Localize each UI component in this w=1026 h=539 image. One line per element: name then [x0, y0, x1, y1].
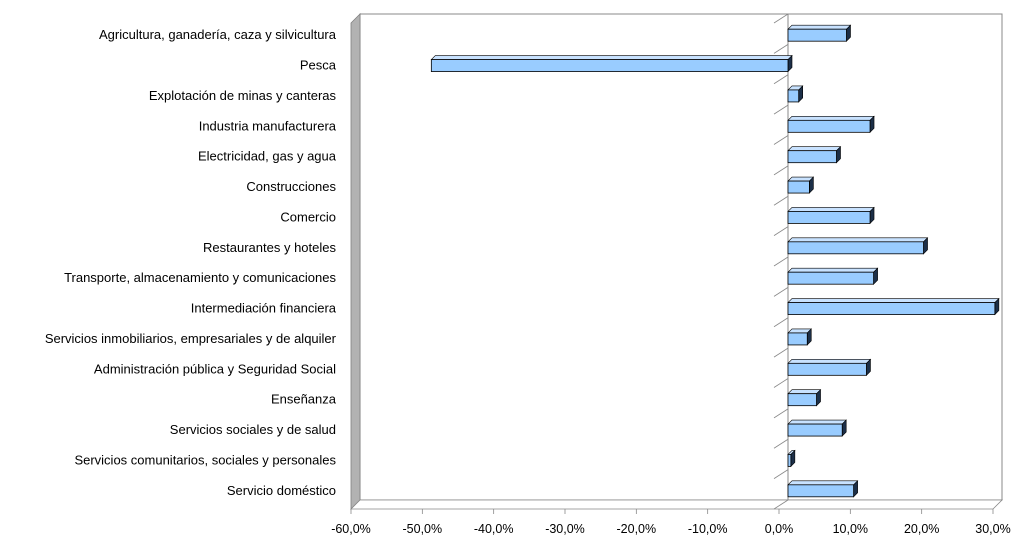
- category-tick: [773, 226, 789, 236]
- value-tick-label: -10,0%: [688, 522, 728, 536]
- bar-top-face: [787, 237, 929, 243]
- value-tick-label: -20,0%: [617, 522, 657, 536]
- plot-back-wall: [359, 13, 1003, 501]
- bar-top-face: [787, 298, 1000, 303]
- category-tick: [773, 287, 789, 297]
- category-label: Explotación de minas y canteras: [149, 88, 337, 103]
- value-tick-label: -50,0%: [403, 522, 443, 536]
- bar-front-face: [787, 271, 874, 285]
- category-label: Transporte, almacenamiento y comunicacio…: [64, 270, 336, 285]
- category-tick: [773, 13, 789, 24]
- bar: [787, 24, 852, 42]
- bar-top-face: [787, 267, 879, 273]
- category-tick: [773, 74, 789, 85]
- bar-front-face: [787, 423, 843, 437]
- bar-top-face: [787, 359, 872, 364]
- category-axis: Agricultura, ganadería, caza y silvicult…: [45, 13, 789, 510]
- bar: [787, 328, 812, 346]
- bar: [787, 115, 875, 134]
- category-tick: [773, 347, 789, 358]
- category-tick: [773, 499, 789, 510]
- value-tick-label: 0,0%: [765, 522, 794, 536]
- value-tick-label: 10,0%: [833, 522, 868, 536]
- category-tick: [773, 165, 789, 176]
- value-tick-label: -40,0%: [474, 522, 514, 536]
- bar-front-face: [787, 119, 871, 133]
- bar-top-face: [787, 480, 859, 486]
- bar-front-face: [787, 89, 800, 103]
- bar: [787, 145, 842, 164]
- category-label: Enseñanza: [271, 392, 337, 407]
- value-axis: -60,0% -50,0% -40,0% -30,0% -20,0% -10,0% 0,0%…: [331, 509, 1011, 536]
- bar-front-face: [787, 211, 871, 224]
- category-label: Servicios inmobiliarios, empresariales y…: [45, 331, 337, 346]
- bar: [787, 480, 859, 498]
- bar-top-face: [787, 389, 822, 394]
- bars: [430, 24, 1000, 498]
- bar: [787, 419, 847, 437]
- bar-top-face: [787, 419, 847, 425]
- bar-top-face: [787, 207, 875, 212]
- bar: [787, 449, 796, 468]
- bar-front-face: [787, 454, 792, 467]
- bar: [787, 176, 815, 194]
- side-wall: [350, 13, 361, 510]
- category-tick: [773, 44, 789, 54]
- category-tick: [773, 135, 789, 145]
- bar-top-face: [787, 24, 852, 30]
- floor: [350, 499, 1003, 510]
- bar: [787, 297, 1000, 316]
- bar-top-face: [787, 146, 842, 151]
- category-tick: [773, 104, 789, 115]
- category-tick: [773, 378, 789, 388]
- bar-front-face: [787, 180, 810, 194]
- bar-top-face: [430, 55, 793, 60]
- category-tick: [773, 195, 789, 206]
- bar-front-face: [430, 59, 789, 72]
- bar: [430, 54, 793, 73]
- value-tick-label: 20,0%: [904, 522, 939, 536]
- category-tick: [773, 438, 789, 449]
- category-label: Industria manufacturera: [199, 118, 337, 133]
- bar-front-face: [787, 484, 855, 498]
- category-label: Servicios comunitarios, sociales y perso…: [74, 452, 336, 467]
- bar: [787, 388, 822, 407]
- category-label: Agricultura, ganadería, caza y silvicult…: [99, 27, 337, 42]
- bar: [787, 358, 872, 377]
- bar-front-face: [787, 332, 808, 346]
- bar: [787, 237, 929, 255]
- category-tick: [773, 469, 789, 479]
- category-label: Administración pública y Seguridad Socia…: [94, 361, 336, 376]
- bar-front-face: [787, 362, 867, 376]
- bar-front-face: [787, 241, 924, 255]
- category-label: Intermediación financiera: [191, 301, 337, 316]
- bar: [787, 85, 804, 103]
- bar: [787, 267, 879, 285]
- bar: [787, 206, 875, 225]
- bar-front-face: [787, 302, 996, 315]
- bar-front-face: [787, 28, 847, 42]
- value-tick-label: -60,0%: [331, 522, 371, 536]
- category-tick: [773, 256, 789, 267]
- bar-front-face: [787, 150, 837, 164]
- category-label: Servicio doméstico: [227, 483, 336, 498]
- category-tick: [773, 317, 789, 328]
- category-label: Restaurantes y hoteles: [203, 240, 336, 255]
- category-label: Servicios sociales y de salud: [170, 422, 336, 437]
- value-tick-label: 30,0%: [975, 522, 1010, 536]
- category-label: Pesca: [300, 58, 337, 73]
- category-label: Electricidad, gas y agua: [198, 149, 337, 164]
- category-tick: [773, 408, 789, 419]
- bar-top-face: [787, 116, 875, 121]
- category-label: Construcciones: [246, 179, 336, 194]
- category-label: Comercio: [280, 209, 336, 224]
- bar-front-face: [787, 393, 817, 407]
- chart-frame: [350, 13, 1003, 510]
- value-tick-label: -30,0%: [545, 522, 585, 536]
